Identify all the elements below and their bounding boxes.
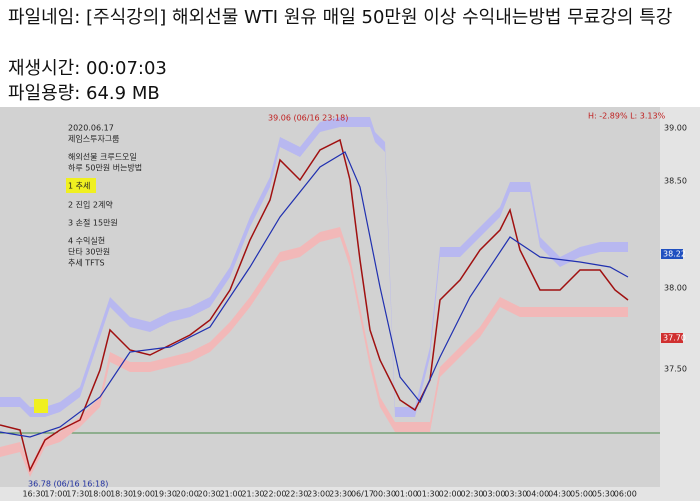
time-labels: 16:3017:0017:3018:0018:3019:0019:3020:00… <box>22 490 636 499</box>
low-note: 36.78 (06/16 16:18) <box>28 480 108 489</box>
time-label: 17:30 <box>66 490 89 499</box>
marker-box <box>661 249 683 259</box>
time-label: 06/17 <box>351 490 374 499</box>
marker-label: 38.22 <box>663 250 686 259</box>
note: 하루 50만원 버는방법 <box>68 163 142 173</box>
time-label: 20:00 <box>176 490 199 499</box>
time-label: 05:00 <box>570 490 593 499</box>
time-label: 19:00 <box>132 490 155 499</box>
price-label: 37.50 <box>664 365 687 374</box>
thumbnail: 2020.06.17 제임스투자그룹 해외선물 크루드오일 하루 50만원 버는… <box>0 107 700 501</box>
file-size: 파일용량: 64.9 MB <box>8 83 160 104</box>
time-label: 17:00 <box>44 490 67 499</box>
time-label: 03:00 <box>482 490 505 499</box>
time-label: 23:00 <box>307 490 330 499</box>
note: 3 손절 15만원 <box>68 219 118 228</box>
price-label: 38.00 <box>664 284 687 293</box>
note: 4 수익실현 <box>68 236 105 246</box>
play-time: 재생시간: 00:07:03 <box>8 58 167 79</box>
marker-label: 37.70 <box>663 334 686 343</box>
price-line <box>0 138 629 473</box>
ma-line <box>0 151 629 438</box>
time-label: 01:00 <box>395 490 418 499</box>
time-label: 00:30 <box>373 490 396 499</box>
file-name: 파일네임: [주식강의] 해외선물 WTI 원유 매일 50만원 이상 수익내는… <box>8 7 673 28</box>
time-label: 03:30 <box>504 490 527 499</box>
time-label: 04:00 <box>526 490 549 499</box>
time-label: 22:00 <box>263 490 286 499</box>
price-axis <box>660 107 700 501</box>
time-axis <box>0 487 660 501</box>
note: 2 진입 2계약 <box>68 200 113 210</box>
time-label: 01:30 <box>417 490 440 499</box>
note: 1 추세 <box>68 182 90 191</box>
note: 제임스투자그룹 <box>68 135 120 144</box>
time-label: 23:30 <box>329 490 352 499</box>
time-label: 22:30 <box>285 490 308 499</box>
time-label: 21:00 <box>220 490 243 499</box>
note: 추세 TFTS <box>68 259 105 268</box>
price-label: 39.00 <box>664 124 687 133</box>
marker-box <box>661 333 683 343</box>
time-label: 06:00 <box>614 490 637 499</box>
time-label: 02:30 <box>460 490 483 499</box>
price-label: 38.50 <box>664 177 687 186</box>
marker <box>34 399 48 413</box>
time-label: 20:30 <box>198 490 221 499</box>
time-label: 21:30 <box>241 490 264 499</box>
time-label: 16:30 <box>22 490 45 499</box>
note: 단타 30만원 <box>68 247 110 257</box>
time-label: 02:00 <box>439 490 462 499</box>
note: 2020.06.17 <box>68 124 114 133</box>
time-label: 19:30 <box>154 490 177 499</box>
time-label: 18:30 <box>110 490 133 499</box>
time-label: 18:00 <box>88 490 111 499</box>
note: 해외선물 크루드오일 <box>68 152 137 162</box>
highlight <box>66 178 96 193</box>
range-note: H: -2.89% L: 3.13% <box>588 112 666 121</box>
time-label: 04:30 <box>548 490 571 499</box>
high-note: 39.06 (06/16 23:18) <box>268 114 348 123</box>
time-label: 05:30 <box>592 490 615 499</box>
